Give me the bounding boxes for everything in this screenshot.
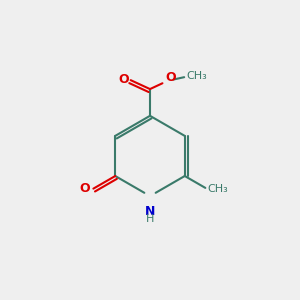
Text: O: O (165, 71, 175, 84)
Text: CH₃: CH₃ (207, 184, 228, 194)
Text: O: O (119, 73, 130, 86)
Text: CH₃: CH₃ (186, 71, 207, 81)
Text: N: N (145, 205, 155, 218)
Text: H: H (146, 214, 154, 224)
Text: O: O (80, 182, 90, 194)
